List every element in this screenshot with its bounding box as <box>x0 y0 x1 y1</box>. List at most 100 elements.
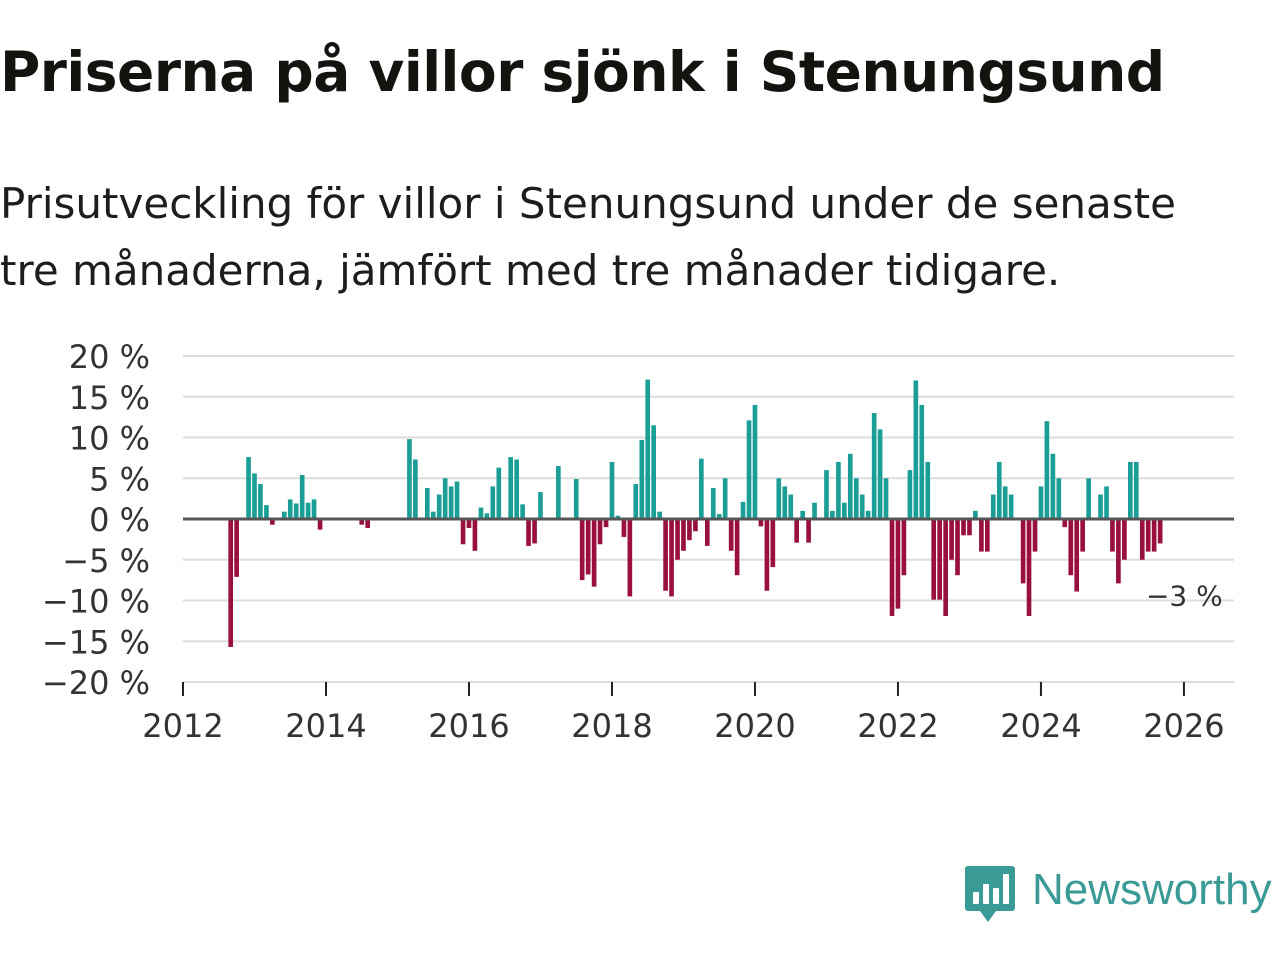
y-tick-label: 15 % <box>69 379 150 417</box>
bar <box>1098 494 1103 519</box>
bar <box>585 519 591 575</box>
y-tick-label: 0 % <box>89 501 150 539</box>
bar <box>1008 494 1014 519</box>
y-tick-label: −20 % <box>42 664 150 702</box>
bar <box>609 461 615 519</box>
bar <box>1056 478 1062 519</box>
bar <box>460 519 466 545</box>
bar <box>740 501 746 519</box>
bar <box>442 478 448 519</box>
bar <box>782 486 788 519</box>
x-tick-label: 2012 <box>142 707 223 745</box>
bar <box>651 425 656 519</box>
bar <box>716 514 722 519</box>
y-tick-label: −5 % <box>62 542 150 580</box>
bar <box>413 459 418 519</box>
bar <box>1128 461 1133 519</box>
bar <box>1068 519 1074 576</box>
bar <box>430 511 436 519</box>
x-tick-label: 2020 <box>714 707 795 745</box>
bar <box>639 439 645 519</box>
bar <box>734 519 740 576</box>
bar <box>979 519 984 552</box>
bar <box>532 519 537 544</box>
x-tick-label: 2014 <box>285 707 366 745</box>
bar <box>490 486 496 519</box>
bar <box>728 519 734 551</box>
bar <box>234 519 239 577</box>
bar <box>305 502 311 519</box>
bar <box>985 519 990 552</box>
bar <box>615 515 621 519</box>
bar <box>1044 421 1050 519</box>
bar <box>365 519 370 528</box>
bar <box>526 519 531 546</box>
bar <box>865 510 871 519</box>
bar <box>496 467 502 519</box>
bar <box>597 519 603 545</box>
bar <box>877 429 883 519</box>
bar <box>270 519 275 525</box>
bar <box>836 461 841 519</box>
bar <box>919 404 925 519</box>
bar <box>722 478 728 519</box>
bar <box>853 478 859 519</box>
bar <box>1062 519 1068 528</box>
chart-subtitle: Prisutveckling för villor i Stenungsund … <box>0 170 1270 304</box>
bar <box>633 483 639 519</box>
y-gridlines <box>183 355 1234 683</box>
bar <box>788 494 794 519</box>
bar <box>901 519 907 576</box>
bar <box>1104 486 1109 519</box>
bar <box>1050 453 1056 519</box>
bar <box>1116 519 1121 584</box>
bar <box>228 519 234 647</box>
bar <box>955 519 960 576</box>
bar <box>1145 519 1151 552</box>
bar <box>871 413 877 519</box>
bar <box>895 519 901 609</box>
bar <box>699 458 704 519</box>
bar <box>693 519 698 532</box>
bar <box>1133 461 1139 519</box>
last-value-label: −3 % <box>1146 579 1223 612</box>
bar <box>663 519 668 591</box>
bar <box>454 481 460 519</box>
bar <box>448 486 454 519</box>
bar <box>436 494 442 519</box>
bar <box>1026 519 1032 616</box>
bar <box>359 519 365 525</box>
bar <box>710 488 716 519</box>
bar <box>1080 519 1085 552</box>
y-axis-tick-labels: 20 %15 %10 %5 %0 %−5 %−10 %−15 %−20 % <box>42 338 150 702</box>
bar <box>287 499 293 519</box>
bar <box>859 494 865 519</box>
bar <box>1002 486 1008 519</box>
bar <box>407 439 412 519</box>
bar <box>931 519 937 600</box>
bar <box>299 474 305 519</box>
bar <box>472 519 478 551</box>
subtitle-line-2: tre månaderna, jämfört med tre månader t… <box>0 246 1061 295</box>
bar <box>478 507 484 519</box>
bar <box>770 519 776 568</box>
bar-series <box>228 379 1163 647</box>
bar <box>1157 519 1163 544</box>
bar <box>520 504 525 519</box>
y-tick-label: 5 % <box>89 460 150 498</box>
x-tick-label: 2024 <box>1000 707 1081 745</box>
bar <box>293 503 299 519</box>
x-tick-label: 2016 <box>428 707 509 745</box>
bar <box>949 519 954 560</box>
bar <box>907 470 913 519</box>
bar <box>681 519 686 551</box>
bar <box>1122 519 1127 560</box>
bar <box>847 453 853 519</box>
bar <box>1110 519 1115 552</box>
bar <box>889 519 895 616</box>
bar <box>943 519 948 616</box>
bar <box>675 519 680 560</box>
bar <box>913 380 919 519</box>
bar <box>687 519 692 541</box>
bar <box>937 519 942 600</box>
